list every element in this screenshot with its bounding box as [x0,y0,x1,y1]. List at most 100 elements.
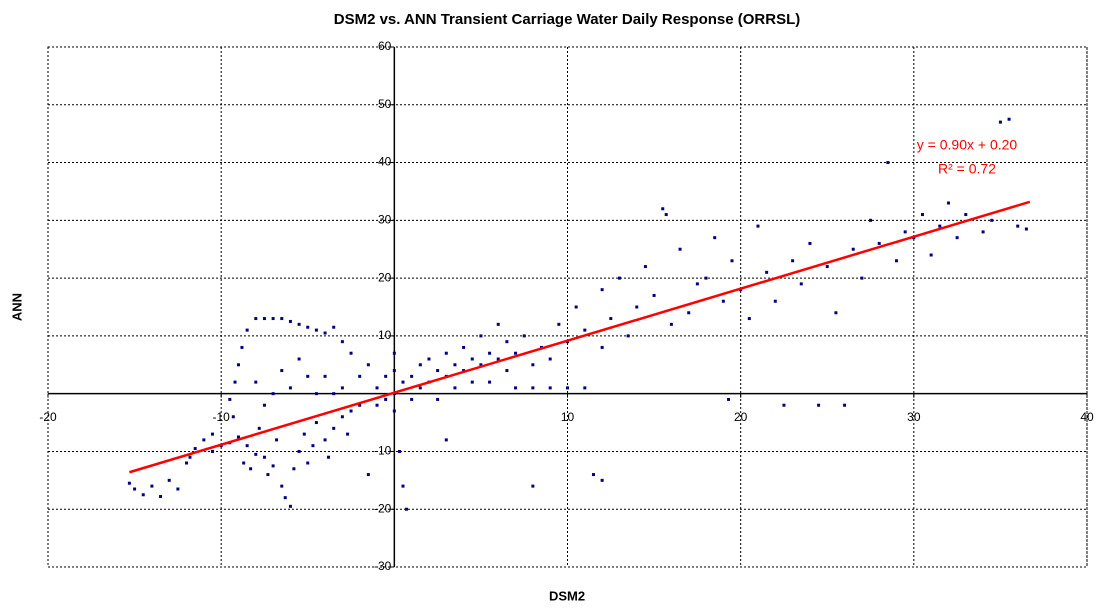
point [981,230,985,234]
point [548,386,552,390]
point [254,380,258,384]
point [920,213,924,217]
point [262,455,266,459]
point [211,449,215,453]
point [176,487,180,491]
point [436,397,440,401]
point [782,403,786,407]
point [479,363,483,367]
point [834,311,838,315]
point [401,380,405,384]
point [462,369,466,373]
y-axis-label: ANN [9,293,24,321]
point [271,464,275,468]
point [375,403,379,407]
point [955,236,959,240]
point [695,282,699,286]
point [404,507,408,511]
point [257,426,261,430]
point [340,340,344,344]
point [583,386,587,390]
point [141,493,145,497]
point [505,340,509,344]
point [470,380,474,384]
point [946,201,950,205]
point [730,259,734,263]
point [254,452,258,456]
point [444,438,448,442]
point [275,438,279,442]
point [600,345,604,349]
point [531,363,535,367]
point [661,207,665,211]
point [626,334,630,338]
x-axis-label: DSM2 [549,588,585,603]
point [288,319,292,323]
y-tick-label: 10 [378,328,392,342]
point [643,265,647,269]
point [392,351,396,355]
point [185,461,189,465]
point [869,218,873,222]
point [843,403,847,407]
point [574,305,578,309]
point [791,259,795,263]
point [392,409,396,413]
point [327,455,331,459]
point [998,120,1002,124]
point [292,467,296,471]
point [470,357,474,361]
point [436,369,440,373]
point [496,322,500,326]
point [375,386,379,390]
point [323,438,327,442]
point [297,322,301,326]
point [266,473,270,477]
point [346,432,350,436]
point [401,484,405,488]
point [799,282,803,286]
point [288,386,292,390]
point [721,299,725,303]
point [262,403,266,407]
point [825,265,829,269]
point [332,426,336,430]
point [531,386,535,390]
point [886,161,890,165]
point [418,363,422,367]
point [314,392,318,396]
point [150,484,154,488]
point [167,478,171,482]
point [505,369,509,373]
point [297,357,301,361]
point [323,374,327,378]
y-tick-label: -30 [374,559,392,573]
point [600,288,604,292]
point [133,487,137,491]
point [591,473,595,477]
point [410,374,414,378]
point [444,351,448,355]
point [488,380,492,384]
point [280,484,284,488]
x-tick-label: 30 [907,410,921,424]
point [929,253,933,257]
point [280,317,284,321]
point [410,397,414,401]
point [860,276,864,280]
chart-title: DSM2 vs. ANN Transient Carriage Water Da… [334,11,801,28]
point [713,236,717,240]
point [159,495,163,499]
point [211,432,215,436]
point [323,331,327,335]
point [877,241,881,245]
point [514,351,518,355]
point [488,351,492,355]
point [1007,117,1011,121]
point [938,224,942,228]
point [332,325,336,329]
point [314,421,318,425]
point [479,334,483,338]
point [242,461,246,465]
point [314,328,318,332]
